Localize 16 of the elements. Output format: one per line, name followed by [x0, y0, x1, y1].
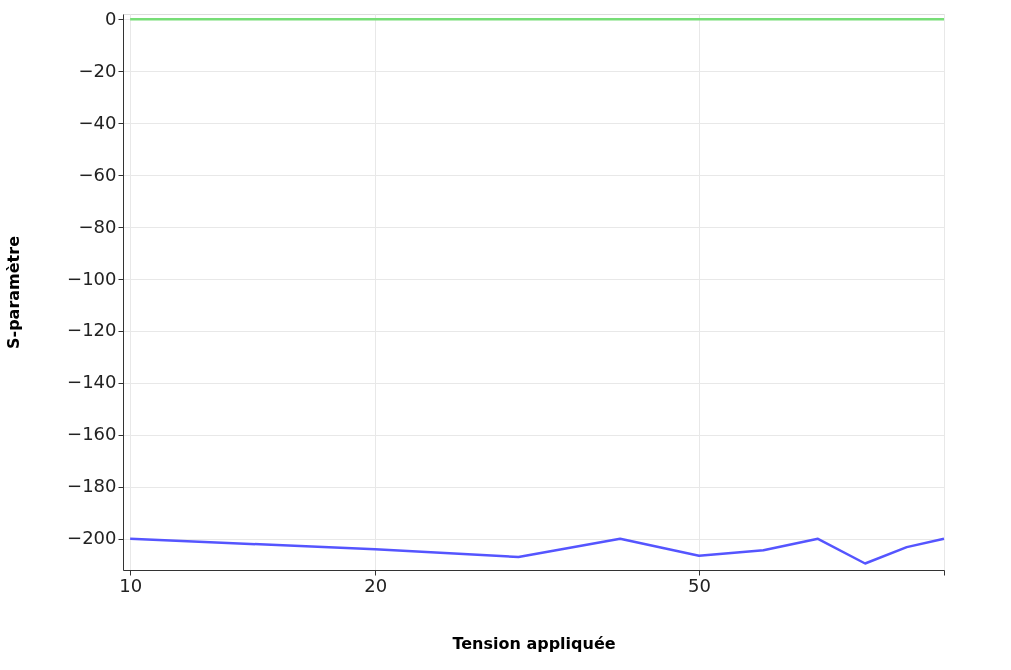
x-tick-label: 10: [119, 574, 143, 596]
y-tick-label: −20: [78, 59, 117, 81]
y-tick-label: −40: [78, 111, 117, 133]
y-tick-label: −100: [67, 267, 117, 289]
y-tick-label: −80: [78, 215, 117, 237]
y-tick-label: −160: [67, 423, 117, 445]
y-tick-label: −180: [67, 475, 117, 497]
x-axis-title: Tension appliquée: [452, 633, 616, 653]
y-tick-label: 0: [105, 7, 117, 29]
y-tick-label: −120: [67, 319, 117, 341]
y-axis-title: S-paramètre: [4, 235, 24, 350]
y-tick-label: −60: [78, 163, 117, 185]
y-tick-label: −200: [67, 527, 117, 549]
x-tick-label: 50: [688, 574, 711, 596]
x-tick-label: 20: [364, 574, 388, 596]
y-tick-label: −140: [67, 371, 117, 393]
